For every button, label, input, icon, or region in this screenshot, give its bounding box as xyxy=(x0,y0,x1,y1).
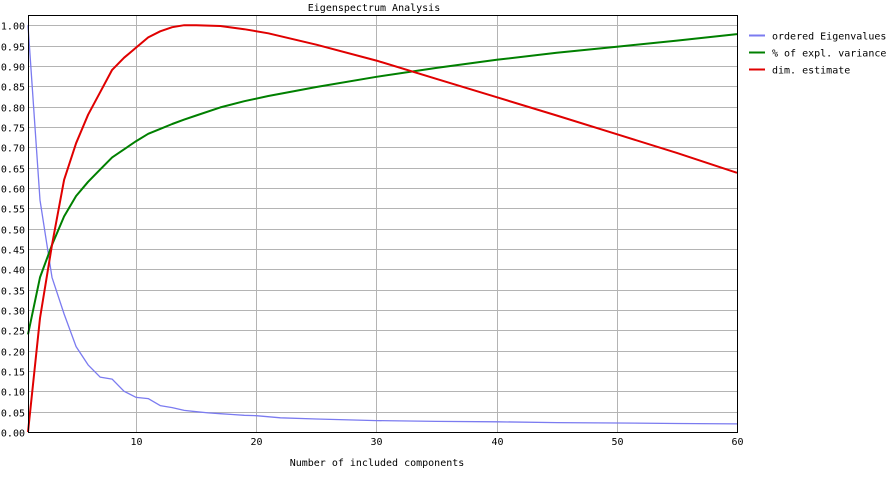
x-axis-label: Number of included components xyxy=(290,458,465,469)
y-tick-label: 0.20 xyxy=(1,348,25,359)
legend: ordered Eigenvalues % of expl. variance di… xyxy=(749,32,886,77)
y-tick-label: 0.10 xyxy=(1,388,25,399)
x-tick-label: 60 xyxy=(731,437,743,448)
x-tick-label: 30 xyxy=(370,437,382,448)
legend-label: ordered Eigenvalues xyxy=(772,32,886,43)
y-tick-label: 0.30 xyxy=(1,307,25,318)
series-line xyxy=(27,33,738,335)
legend-label: dim. estimate xyxy=(772,66,850,77)
x-tick-label: 40 xyxy=(491,437,503,448)
y-tick-label: 0.25 xyxy=(1,327,25,338)
y-tick-label: 0.95 xyxy=(1,43,25,54)
axes: 10 20 30 40 50 60 0.00 0.05 0.10 0.15 0.20 0.25 0.30… xyxy=(1,15,744,448)
y-tick-label: 0.80 xyxy=(1,104,25,115)
x-tick-label: 20 xyxy=(250,437,262,448)
y-tick-label: 0.65 xyxy=(1,165,25,176)
y-tick-label: 1.00 xyxy=(1,22,25,33)
series-lines xyxy=(27,24,738,433)
y-tick-label: 0.70 xyxy=(1,144,25,155)
y-tick-label: 0.90 xyxy=(1,63,25,74)
x-tick-label: 10 xyxy=(130,437,142,448)
y-tick-label: 0.40 xyxy=(1,266,25,277)
y-tick-label: 0.55 xyxy=(1,205,25,216)
series-line xyxy=(27,25,738,425)
y-tick-label: 0.00 xyxy=(1,429,25,440)
y-tick-label: 0.15 xyxy=(1,368,25,379)
legend-label: % of expl. variance xyxy=(772,49,886,60)
series-line xyxy=(27,24,738,433)
y-tick-label: 0.75 xyxy=(1,124,25,135)
y-tick-label: 0.45 xyxy=(1,246,25,257)
y-tick-label: 0.05 xyxy=(1,409,25,420)
y-tick-label: 0.85 xyxy=(1,83,25,94)
y-tick-label: 0.35 xyxy=(1,287,25,298)
y-tick-label: 0.50 xyxy=(1,226,25,237)
plot-frame xyxy=(28,15,738,433)
x-tick-label: 50 xyxy=(611,437,623,448)
y-tick-label: 0.60 xyxy=(1,185,25,196)
chart-title: Eigenspectrum Analysis xyxy=(308,3,440,14)
grid xyxy=(28,15,738,433)
